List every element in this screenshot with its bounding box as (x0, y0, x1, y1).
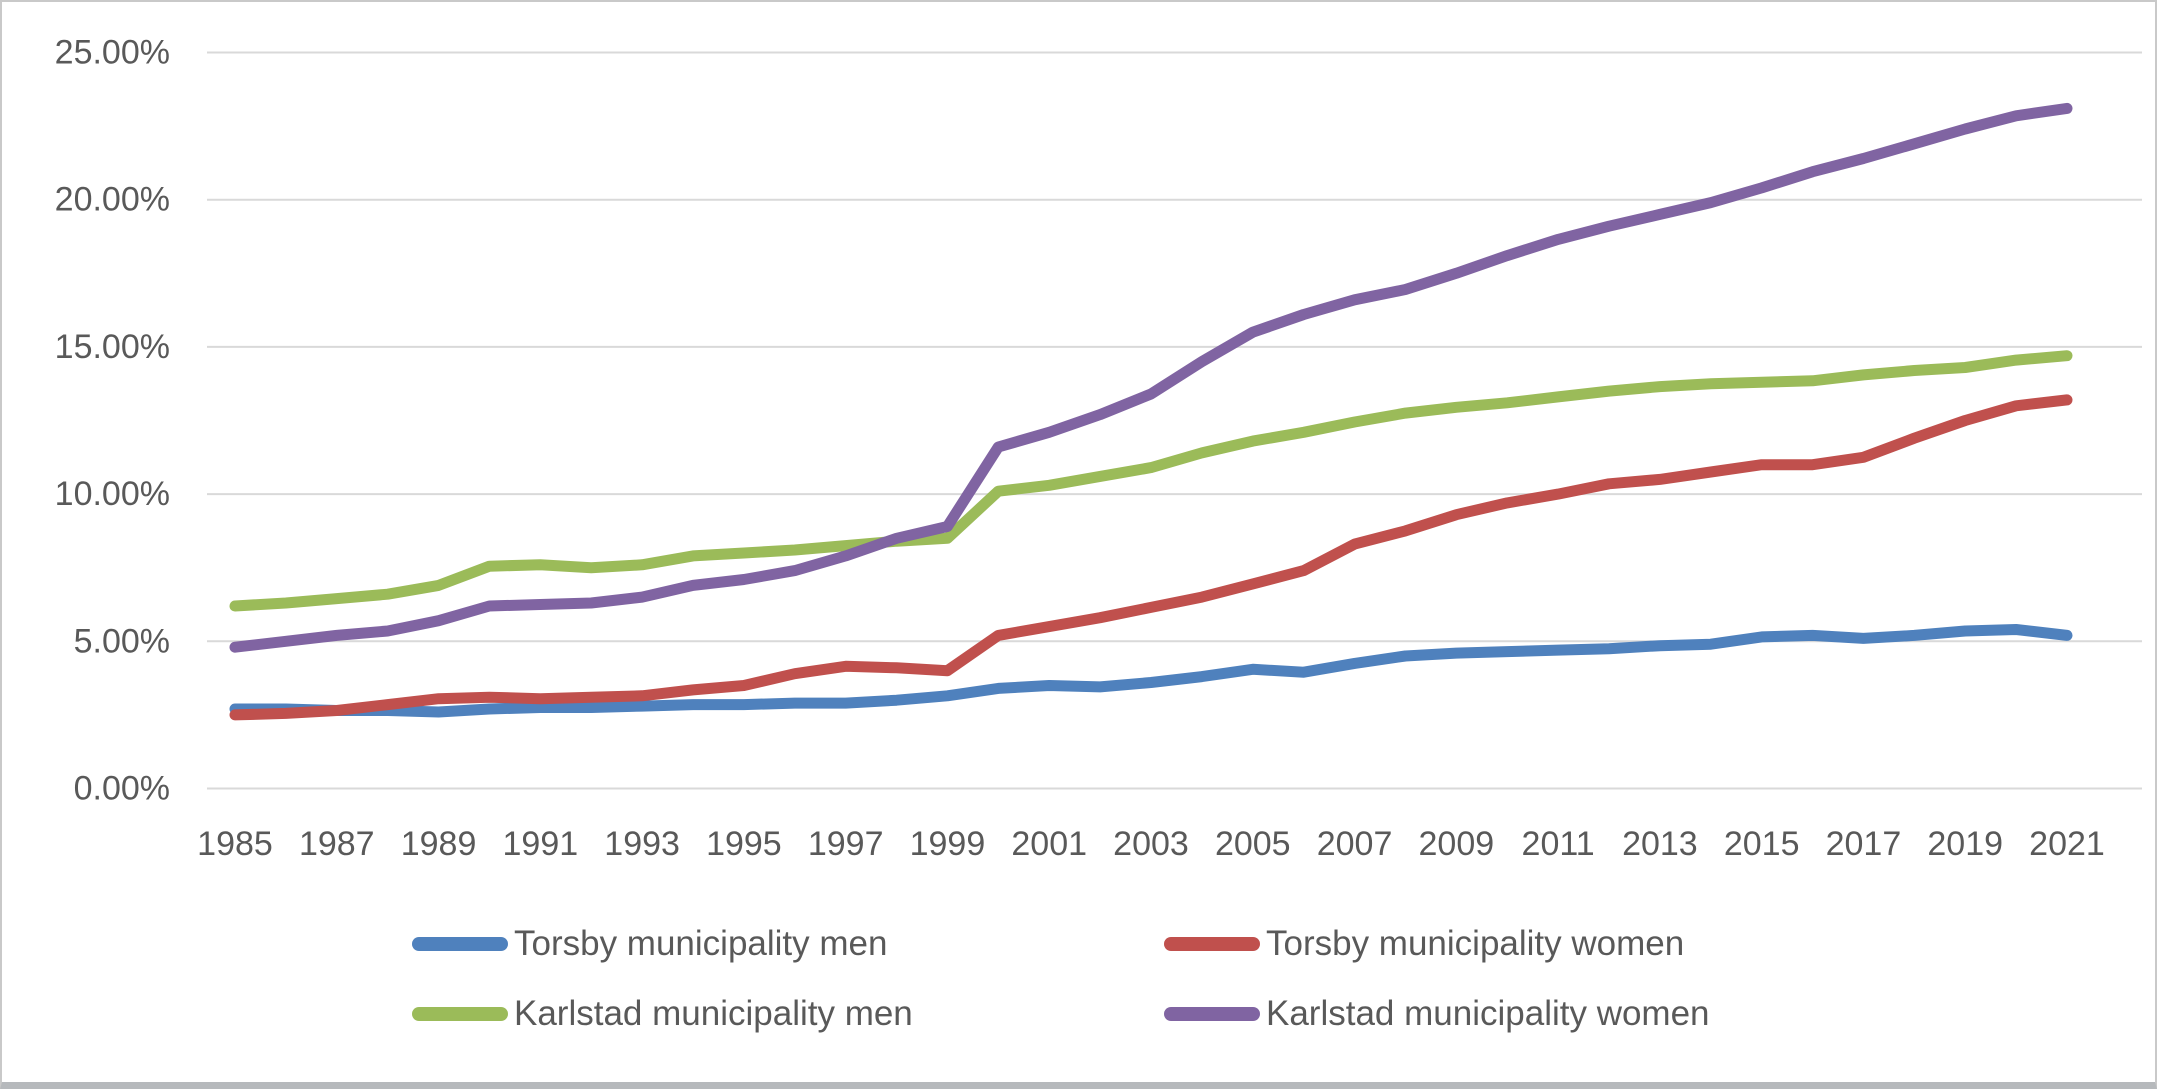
y-axis-tick-label: 15.00% (55, 328, 170, 366)
y-axis-tick-label: 5.00% (74, 622, 170, 660)
x-axis-tick-label: 2021 (2029, 825, 2105, 863)
y-axis-tick-label: 10.00% (55, 475, 170, 513)
y-axis-tick-label: 0.00% (74, 770, 170, 808)
x-axis-tick-label: 2005 (1215, 825, 1291, 863)
series-line-karlstad-municipality-men (229, 350, 2073, 612)
series-line-torsby-municipality-women (229, 394, 2073, 721)
y-axis-tick-label: 25.00% (55, 34, 170, 72)
x-axis-tick-label: 1999 (910, 825, 986, 863)
series-line-karlstad-municipality-women (229, 102, 2073, 653)
series-line-torsby-municipality-men (229, 624, 2073, 718)
x-axis-tick-label: 2013 (1622, 825, 1698, 863)
x-axis-tick-label: 1995 (706, 825, 782, 863)
x-axis-tick-label: 2019 (1927, 825, 2003, 863)
x-axis-tick-label: 2007 (1317, 825, 1393, 863)
x-axis-tick-label: 1985 (197, 825, 273, 863)
y-axis-tick-label: 20.00% (55, 181, 170, 219)
x-axis-tick-label: 2017 (1826, 825, 1902, 863)
x-axis-tick-label: 1987 (299, 825, 375, 863)
x-axis-tick-label: 1997 (808, 825, 884, 863)
x-axis-tick-label: 2003 (1113, 825, 1189, 863)
x-axis-tick-label: 2011 (1522, 825, 1595, 863)
x-axis-tick-label: 1993 (604, 825, 680, 863)
x-axis-tick-label: 2015 (1724, 825, 1800, 863)
x-axis-tick-label: 1989 (401, 825, 477, 863)
x-axis-tick-label: 2009 (1419, 825, 1495, 863)
x-axis-tick-label: 2001 (1011, 825, 1087, 863)
x-axis-tick-label: 1991 (503, 825, 579, 863)
